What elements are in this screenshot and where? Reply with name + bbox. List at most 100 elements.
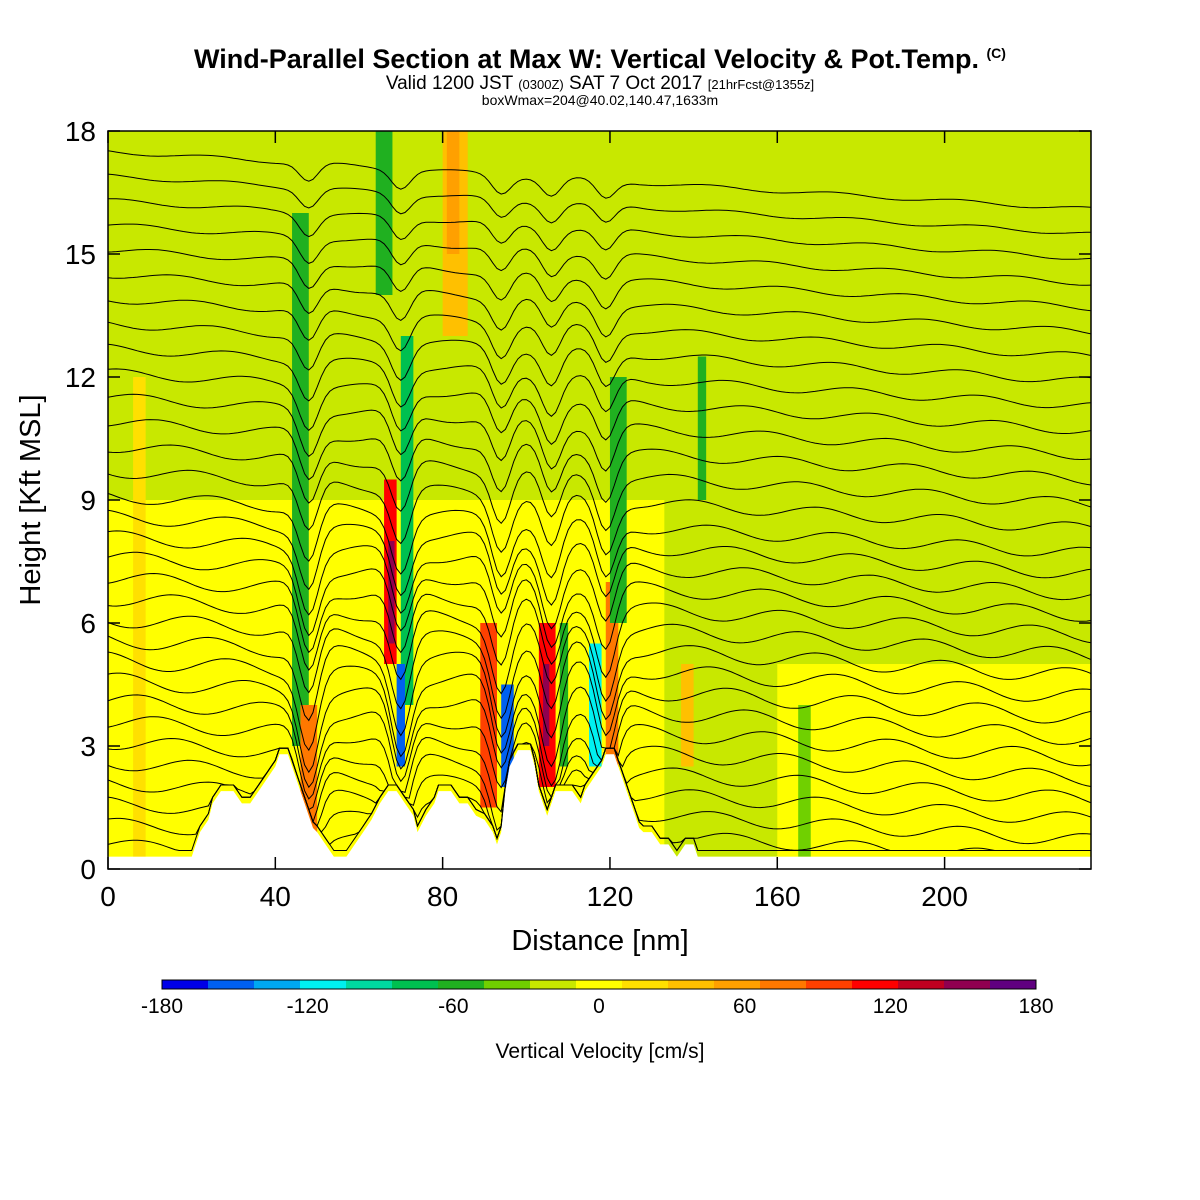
colorbar-tick-label: 60 [733, 995, 756, 1018]
y-tick-label: 0 [80, 854, 96, 885]
contour-line-11 [108, 615, 1091, 721]
colorbar: -180 -120 -60 0 60 120 180 [141, 979, 1054, 1018]
boxwmax-label: boxWmax=204@40.02,140.47,1633m [481, 92, 719, 108]
contour-line-21 [108, 393, 1091, 472]
colorbar-tick-label: -60 [438, 995, 468, 1018]
x-tick-label: 80 [427, 881, 458, 912]
y-axis: 0 3 6 9 12 15 18 [65, 116, 1091, 885]
velocity-cell-20 [605, 582, 619, 767]
colorbar-tick-label: 180 [1018, 995, 1053, 1018]
chart-title: Wind-Parallel Section at Max W: Vertical… [0, 44, 1200, 75]
forecast-info: [21hrFcst@1355z] [707, 77, 815, 92]
velocity-cell-13 [446, 131, 460, 254]
velocity-cell-1 [108, 131, 1091, 500]
x-axis-label: Distance [nm] [511, 925, 688, 957]
y-tick-label: 12 [65, 362, 96, 393]
contour-line-7 [108, 694, 1091, 799]
y-tick-label: 15 [65, 239, 96, 270]
colorbar-swatch-15 [852, 980, 899, 989]
contour-line-23 [108, 343, 1091, 417]
x-tick-label: 40 [260, 881, 291, 912]
plot-area [108, 131, 1091, 869]
contour-line-19 [108, 444, 1091, 532]
colorbar-swatch-7 [484, 980, 531, 989]
velocity-cell-14 [480, 623, 498, 808]
x-tick-label: 160 [754, 881, 801, 912]
chart-subtitle: Valid 1200 JST (0300Z) SAT 7 Oct 2017 [2… [0, 73, 1200, 95]
contour-line-18 [108, 469, 1091, 556]
velocity-cell-8 [400, 336, 414, 705]
contour-line-15 [108, 530, 1091, 630]
contour-line-26 [108, 274, 1091, 338]
contour-line-27 [108, 249, 1091, 312]
contour-line-13 [108, 572, 1091, 679]
valid-prefix: Valid 1200 JST [385, 73, 513, 94]
colorbar-swatch-6 [438, 980, 485, 989]
contour-line-31 [108, 150, 1091, 209]
colorbar-tick-label: 0 [593, 995, 605, 1018]
y-axis-label: Height [Kft MSL] [15, 394, 47, 605]
y-tick-label: 3 [80, 731, 96, 762]
x-tick-label: 0 [100, 881, 116, 912]
contour-line-16 [108, 509, 1091, 606]
colorbar-swatch-0 [162, 980, 209, 989]
valid-date: SAT 7 Oct 2017 [569, 73, 703, 94]
y-tick-label: 6 [80, 608, 96, 639]
colorbar-swatch-2 [254, 980, 301, 989]
velocity-cell-7 [375, 131, 393, 295]
contour-line-20 [108, 419, 1091, 504]
y-tick-label: 18 [65, 116, 96, 147]
contour-line-25 [108, 299, 1091, 364]
title-main: Wind-Parallel Section at Max W: Vertical… [194, 44, 979, 74]
copyright-mark: (C) [986, 45, 1006, 61]
colorbar-swatch-9 [576, 980, 623, 989]
colorbar-swatch-12 [714, 980, 761, 989]
pot-temp-contours [108, 150, 1091, 852]
contour-line-24 [108, 321, 1091, 388]
contour-line-12 [108, 594, 1091, 703]
colorbar-swatch-8 [530, 980, 577, 989]
colorbar-swatch-4 [346, 980, 393, 989]
velocity-cell-3 [777, 664, 1091, 857]
valid-utc: (0300Z) [518, 77, 564, 92]
colorbar-swatch-10 [622, 980, 669, 989]
velocity-cell-25 [133, 377, 146, 857]
velocity-cell-9 [396, 664, 405, 767]
contour-line-8 [108, 672, 1091, 787]
velocity-cell-18 [559, 623, 569, 767]
contour-line-29 [108, 198, 1091, 260]
colorbar-swatch-13 [760, 980, 807, 989]
contour-line-22 [108, 368, 1091, 445]
velocity-cell-23 [697, 356, 707, 500]
contour-line-9 [108, 651, 1091, 768]
velocity-cell-17 [543, 664, 550, 746]
colorbar-swatch-17 [944, 980, 991, 989]
colorbar-tick-label: -180 [141, 995, 183, 1018]
colorbar-swatch-18 [990, 980, 1037, 989]
velocity-cell-22 [681, 664, 694, 767]
velocity-field [108, 131, 1091, 857]
y-tick-label: 9 [80, 485, 96, 516]
colorbar-swatch-11 [668, 980, 715, 989]
terrain [108, 750, 1091, 869]
colorbar-label: Vertical Velocity [cm/s] [496, 1040, 705, 1063]
colorbar-swatch-1 [208, 980, 255, 989]
colorbar-frame [161, 979, 1037, 990]
colorbar-tick-label: 120 [873, 995, 908, 1018]
velocity-cell-24 [798, 705, 811, 857]
velocity-cell-15 [501, 684, 514, 787]
colorbar-swatch-3 [300, 980, 347, 989]
contour-line-30 [108, 173, 1091, 234]
velocity-cell-5 [292, 213, 309, 746]
velocity-cell-11 [388, 541, 395, 644]
colorbar-swatch-5 [392, 980, 439, 989]
contour-line-14 [108, 551, 1091, 651]
contour-line-10 [108, 635, 1091, 739]
contour-line-17 [108, 493, 1091, 579]
x-tick-label: 120 [587, 881, 634, 912]
x-tick-label: 200 [921, 881, 968, 912]
contour-line-28 [108, 223, 1091, 286]
colorbar-swatch-14 [806, 980, 853, 989]
colorbar-tick-label: -120 [287, 995, 329, 1018]
